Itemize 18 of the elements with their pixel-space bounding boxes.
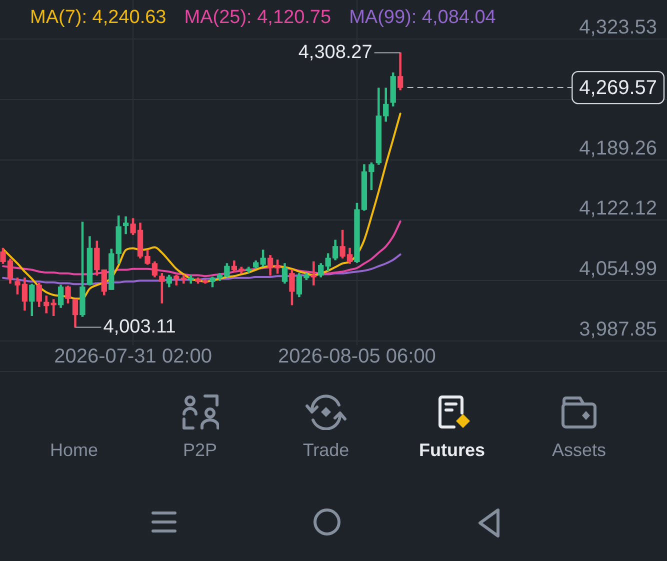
text: MA(99): 4,084.04 (349, 6, 496, 30)
y-tick-label: 4,189.26 (579, 137, 657, 160)
y-tick-label: 4,054.99 (579, 258, 657, 280)
annotation: 4,003.11 (103, 316, 176, 338)
x-tick-label: 2026-08-05 06:00 (278, 346, 436, 368)
y-tick-label: 4,122.12 (579, 198, 657, 220)
text: Trade (302, 439, 350, 461)
text: MA(7): 4,240.63 (30, 6, 166, 30)
text: Home (50, 439, 98, 461)
y-tick-label: 3,987.85 (579, 318, 657, 341)
x-tick-label: 2026-07-31 02:00 (54, 346, 212, 368)
y-tick-label: 4,323.53 (579, 16, 657, 39)
text: Futures (418, 439, 486, 461)
annotation: 4,308.27 (298, 42, 372, 63)
text: Assets (552, 439, 606, 461)
ref-line-label: 4,269.57 (579, 77, 658, 100)
text: MA(25): 4,120.75 (184, 6, 332, 30)
text: P2P (182, 439, 218, 461)
